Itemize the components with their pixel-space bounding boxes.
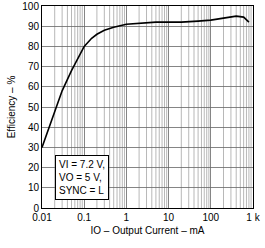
svg-text:Efficiency – %: Efficiency – % — [6, 76, 17, 139]
svg-text:IO – Output Current – mA: IO – Output Current – mA — [91, 225, 205, 236]
svg-text:40: 40 — [28, 122, 40, 133]
svg-text:50: 50 — [28, 102, 40, 113]
svg-text:0: 0 — [33, 203, 39, 214]
svg-text:10: 10 — [28, 182, 40, 193]
svg-text:90: 90 — [28, 21, 40, 32]
svg-text:1: 1 — [124, 212, 130, 223]
svg-text:30: 30 — [28, 142, 40, 153]
svg-text:VI = 7.2 V,VO = 5 V,SYNC = L: VI = 7.2 V,VO = 5 V,SYNC = L — [59, 159, 105, 196]
svg-text:0.1: 0.1 — [77, 212, 91, 223]
svg-text:10: 10 — [163, 212, 175, 223]
svg-text:1 k: 1 k — [246, 212, 260, 223]
svg-text:100: 100 — [22, 1, 39, 12]
svg-text:70: 70 — [28, 61, 40, 72]
svg-text:20: 20 — [28, 162, 40, 173]
svg-text:60: 60 — [28, 81, 40, 92]
svg-text:0.01: 0.01 — [32, 212, 52, 223]
svg-text:80: 80 — [28, 41, 40, 52]
svg-text:100: 100 — [202, 212, 219, 223]
